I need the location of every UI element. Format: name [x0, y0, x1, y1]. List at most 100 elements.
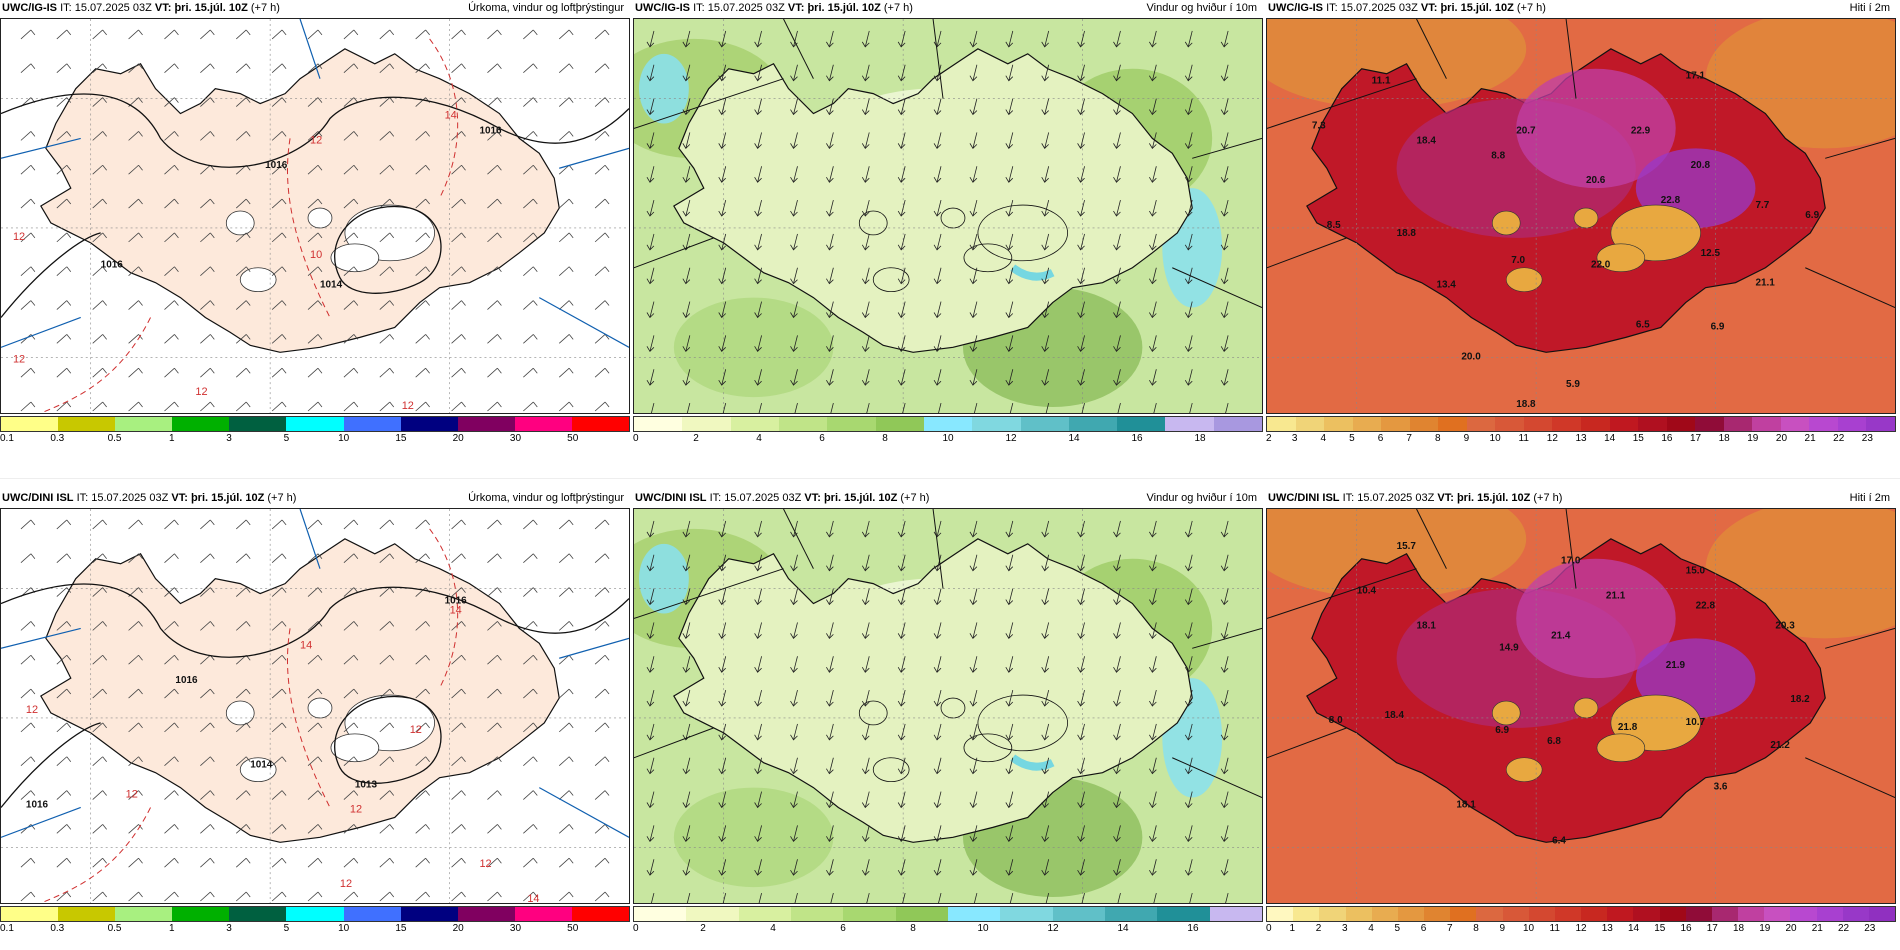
- temperature-value: 6.8: [1547, 736, 1561, 747]
- map-precip[interactable]: 1016 1016 1014 1013 1016 14 14 12 12 12 12 12 14 12: [0, 508, 630, 904]
- temperature-value: 6.9: [1805, 210, 1819, 221]
- legend-swatch: [1476, 907, 1503, 921]
- legend-swatch: [286, 417, 344, 431]
- legend-tick-label: 20: [452, 923, 464, 934]
- vt-value: þri. 15.júl. 10Z: [190, 492, 265, 504]
- legend-tick-label: 14: [1117, 923, 1129, 934]
- legend-tick-label: 3: [226, 923, 232, 934]
- legend-swatch: [686, 907, 739, 921]
- legend-tick-label: 12: [1005, 433, 1017, 444]
- color-legend: 0 2 4 6 8 10 12 14 16: [633, 906, 1263, 936]
- legend-tick-label: 21: [1811, 923, 1823, 934]
- temperature-value: 8.8: [1491, 150, 1505, 161]
- lead-time: (+7 h): [267, 492, 297, 504]
- lead-time: (+7 h): [250, 2, 280, 14]
- legend-tick-label: 13: [1601, 923, 1613, 934]
- legend-tick-label: 9: [1463, 433, 1470, 444]
- color-legend: 0 2 4 6 8 10 12 14 16 18: [633, 416, 1263, 446]
- temperature-value: 21.8: [1618, 722, 1638, 733]
- legend-swatch: [115, 417, 173, 431]
- panel-header: UWC/DINI ISL IT: 15.07.2025 03Z VT: þri.…: [1268, 490, 1894, 506]
- temperature-value: 13.4: [1436, 280, 1456, 291]
- temperature-value: 22.0: [1591, 260, 1611, 271]
- legend-swatch: [1809, 417, 1838, 431]
- legend-tick-label: 2: [700, 923, 706, 934]
- map-temperature[interactable]: 11.1 17.1 7.3 18.4 8.8 20.7 22.9 20.8 20.6 22.8 7.…: [1266, 18, 1896, 414]
- temperature-value: 10.4: [1357, 586, 1377, 597]
- vt-value: þri. 15.júl. 10Z: [1456, 492, 1531, 504]
- temperature-value: 20.3: [1775, 620, 1795, 631]
- temperature-value: 15.0: [1686, 566, 1706, 577]
- temperature-value: 21.1: [1606, 591, 1626, 602]
- temperature-value: 18.1: [1417, 620, 1437, 631]
- legend-tick-label: 15: [395, 433, 407, 444]
- panel-header: UWC/IG-IS IT: 15.07.2025 03Z VT: þri. 15…: [1268, 0, 1894, 16]
- legend-tick-label: 10: [942, 433, 954, 444]
- legend-swatch: [1638, 417, 1667, 431]
- legend-tick-label: 3: [1341, 923, 1348, 934]
- panel-r1-temp: UWC/DINI ISL IT: 15.07.2025 03Z VT: þri.…: [1266, 490, 1896, 950]
- temperature-value: 3.6: [1714, 782, 1728, 793]
- precip-contour-label: 12: [126, 789, 138, 801]
- vt-label: VT:: [1420, 2, 1438, 14]
- it-value: 15.07.2025 03Z: [74, 2, 152, 14]
- temperature-value: 20.8: [1691, 160, 1711, 171]
- legend-swatch: [1293, 907, 1320, 921]
- legend-swatch: [1466, 417, 1496, 431]
- legend-tick-label: 10: [338, 433, 350, 444]
- precip-contour-label: 14: [527, 893, 539, 903]
- legend-tick-label: 50: [567, 433, 579, 444]
- vt-value: þri. 15.júl. 10Z: [1440, 2, 1514, 14]
- legend-tick-label: 14: [1627, 923, 1640, 934]
- model-name: UWC/DINI ISL: [1268, 492, 1340, 504]
- legend-tick-label: 0.3: [50, 433, 65, 444]
- isobar-label: 1014: [320, 280, 343, 291]
- temperature-value: 17.0: [1561, 556, 1581, 567]
- legend-swatch: [895, 907, 948, 921]
- legend-tick-label: 5: [283, 433, 290, 444]
- map-wind[interactable]: [633, 508, 1263, 904]
- legend-swatch: [682, 417, 731, 431]
- isobar-label: 1016: [445, 596, 468, 607]
- legend-swatch: [1424, 907, 1451, 921]
- it-value: 15.07.2025 03Z: [707, 2, 785, 14]
- panel-r1-wind: UWC/DINI ISL IT: 15.07.2025 03Z VT: þri.…: [633, 490, 1263, 950]
- temperature-value: 18.1: [1456, 799, 1476, 810]
- temperature-value: 8.5: [1327, 220, 1341, 231]
- legend-tick-label: 18: [1194, 433, 1206, 444]
- it-label: IT:: [1326, 2, 1338, 14]
- temperature-value: 14.9: [1499, 642, 1519, 653]
- legend-swatch: [1000, 907, 1053, 921]
- map-precip[interactable]: 1016 1016 1016 1014 14 12 12 12 12 12 10: [0, 18, 630, 414]
- legend-tick-label: 6: [1377, 433, 1384, 444]
- panel-header: UWC/IG-IS IT: 15.07.2025 03Z VT: þri. 15…: [2, 0, 628, 16]
- it-label: IT:: [709, 492, 722, 504]
- it-value: 15.07.2025 03Z: [91, 492, 169, 504]
- model-name: UWC/IG-IS: [1268, 2, 1323, 14]
- legend-swatch: [634, 417, 683, 431]
- temperature-value: 21.2: [1770, 740, 1790, 751]
- legend-swatch: [1816, 907, 1843, 921]
- legend-swatch: [1381, 417, 1410, 431]
- legend-swatch: [1607, 907, 1634, 921]
- legend-tick-label: 6: [819, 433, 825, 444]
- legend-tick-label: 14: [1068, 433, 1080, 444]
- legend-tick-label: 20: [1785, 923, 1797, 934]
- map-wind[interactable]: [633, 18, 1263, 414]
- isobar-label: 1016: [265, 160, 288, 171]
- legend-tick-label: 2: [693, 433, 699, 444]
- legend-swatch: [229, 417, 287, 431]
- legend-tick-label: 3: [226, 433, 232, 444]
- precip-contour-label: 12: [479, 858, 491, 870]
- panel-title: Úrkoma, vindur og loftþrýstingur: [468, 2, 624, 14]
- legend-tick-label: 23: [1861, 433, 1873, 444]
- temperature-value: 6.5: [1636, 319, 1650, 330]
- isobar-label: 1016: [175, 675, 198, 686]
- legend-swatch: [1267, 417, 1296, 431]
- legend-tick-label: 30: [509, 923, 522, 934]
- map-temperature[interactable]: 15.7 17.0 15.0 10.4 21.1 22.8 18.1 14.9 20.3 21.4…: [1266, 508, 1896, 904]
- legend-swatch: [1581, 907, 1608, 921]
- legend-tick-label: 4: [1320, 433, 1327, 444]
- legend-tick-label: 1: [169, 433, 175, 444]
- panel-header: UWC/DINI ISL IT: 15.07.2025 03Z VT: þri.…: [2, 490, 628, 506]
